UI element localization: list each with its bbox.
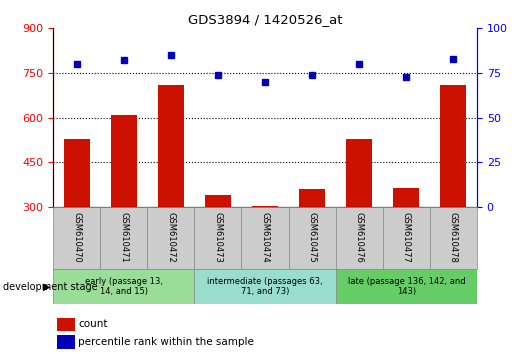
Text: GSM610477: GSM610477 [402, 212, 411, 263]
Text: percentile rank within the sample: percentile rank within the sample [78, 337, 254, 347]
Text: development stage: development stage [3, 282, 98, 292]
Bar [252, 206, 278, 207]
Text: ▶: ▶ [43, 282, 51, 292]
Bar [299, 189, 325, 207]
Bar [53, 207, 100, 269]
Bar [100, 207, 147, 269]
Bar [205, 195, 231, 207]
Bar [242, 207, 288, 269]
Text: early (passage 13,
14, and 15): early (passage 13, 14, and 15) [85, 277, 163, 296]
Bar [430, 207, 477, 269]
Bar [57, 318, 75, 331]
Bar [195, 207, 242, 269]
Text: GSM610473: GSM610473 [214, 212, 223, 263]
Bar [111, 115, 137, 207]
Bar [335, 269, 477, 304]
Bar [383, 207, 430, 269]
Text: GSM610471: GSM610471 [119, 212, 128, 263]
Text: late (passage 136, 142, and
143): late (passage 136, 142, and 143) [348, 277, 465, 296]
Text: GSM610476: GSM610476 [355, 212, 364, 263]
Bar [346, 138, 372, 207]
Text: GSM610470: GSM610470 [72, 212, 81, 263]
Bar [147, 207, 195, 269]
Bar [57, 335, 75, 349]
Title: GDS3894 / 1420526_at: GDS3894 / 1420526_at [188, 13, 342, 26]
Bar [440, 85, 466, 207]
Bar [158, 85, 184, 207]
Text: count: count [78, 319, 108, 329]
Text: GSM610472: GSM610472 [166, 212, 175, 263]
Text: intermediate (passages 63,
71, and 73): intermediate (passages 63, 71, and 73) [207, 277, 323, 296]
Bar [335, 207, 383, 269]
Bar [195, 269, 335, 304]
Bar [288, 207, 335, 269]
Text: GSM610478: GSM610478 [449, 212, 458, 263]
Text: GSM610474: GSM610474 [261, 212, 269, 263]
Bar [53, 269, 195, 304]
Bar [393, 188, 419, 207]
Text: GSM610475: GSM610475 [307, 212, 316, 263]
Bar [64, 138, 90, 207]
